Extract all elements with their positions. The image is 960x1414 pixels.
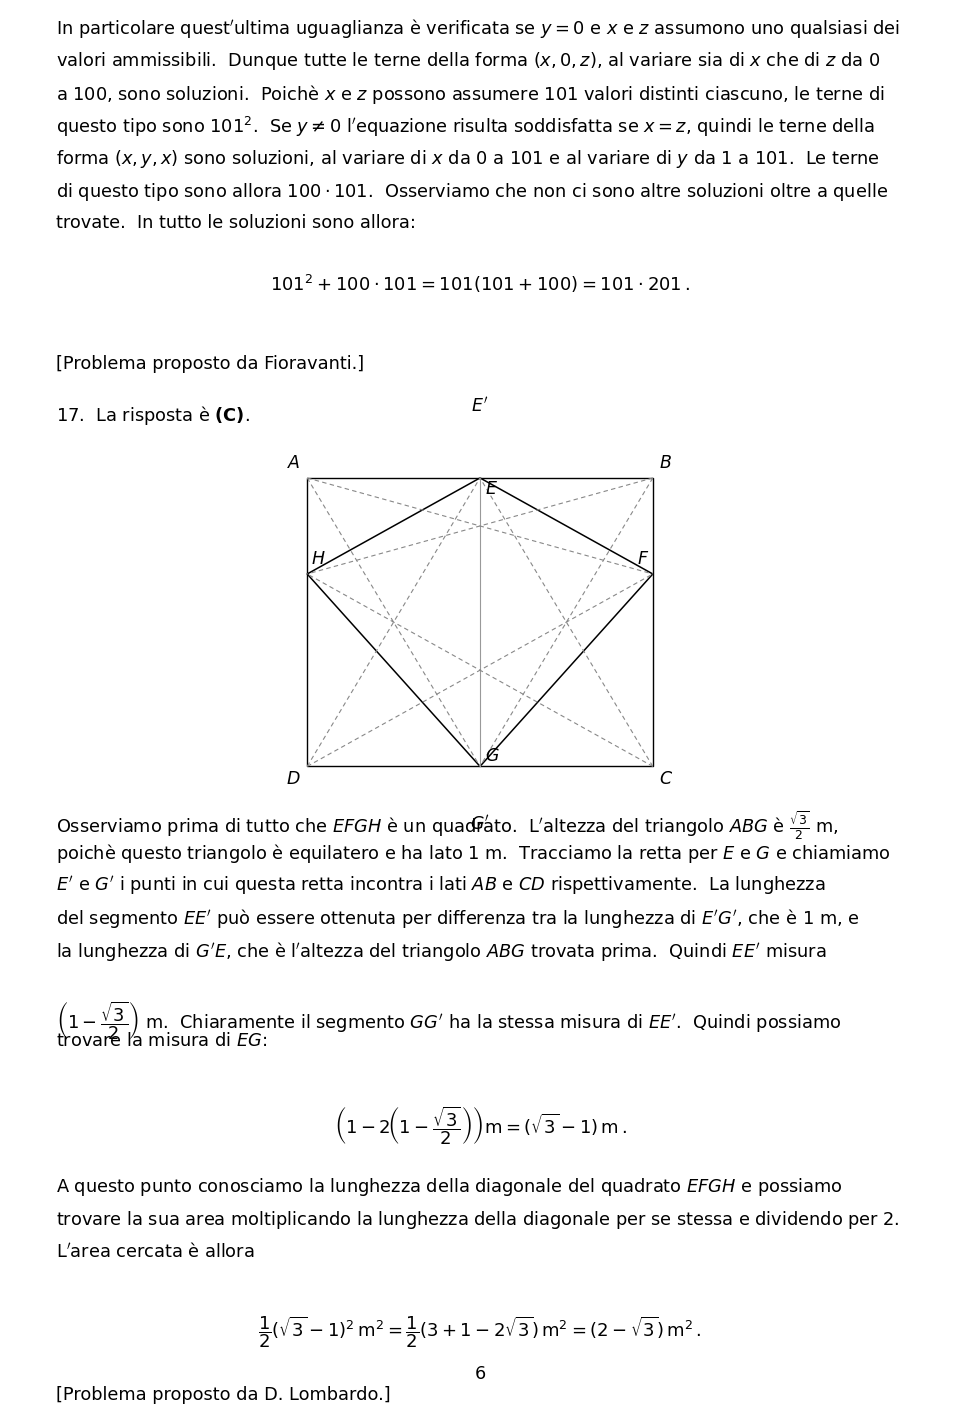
Text: $6$: $6$ [474,1365,486,1383]
Text: L$'$area cercata è allora: L$'$area cercata è allora [56,1241,254,1261]
Text: $E'$: $E'$ [471,397,489,416]
Text: In particolare quest$'$ultima uguaglianza è verificata se $y = 0$ e $x$ e $z$ as: In particolare quest$'$ultima uguaglianz… [56,17,900,40]
Text: trovate.  In tutto le soluzioni sono allora:: trovate. In tutto le soluzioni sono allo… [56,214,416,232]
Text: $H$: $H$ [311,550,325,568]
Text: di questo tipo sono allora $100 \cdot 101$.  Osserviamo che non ci sono altre so: di questo tipo sono allora $100 \cdot 10… [56,181,888,204]
Text: $F$: $F$ [636,550,649,568]
Text: $E$: $E$ [485,479,498,498]
Text: [Problema proposto da D. Lombardo.]: [Problema proposto da D. Lombardo.] [56,1386,391,1404]
Text: trovare la sua area moltiplicando la lunghezza della diagonale per se stessa e d: trovare la sua area moltiplicando la lun… [56,1209,900,1232]
Text: $\dfrac{1}{2}(\sqrt{3}-1)^2\,\mathrm{m}^2 = \dfrac{1}{2}(3 + 1 - 2\sqrt{3})\,\ma: $\dfrac{1}{2}(\sqrt{3}-1)^2\,\mathrm{m}^… [258,1314,702,1349]
Text: $D$: $D$ [286,771,301,788]
Text: poichè questo triangolo è equilatero e ha lato $1$ m.  Tracciamo la retta per $E: poichè questo triangolo è equilatero e h… [56,841,891,864]
Text: [Problema proposto da Fioravanti.]: [Problema proposto da Fioravanti.] [56,355,364,373]
Text: $E'$ e $G'$ i punti in cui questa retta incontra i lati $AB$ e $CD$ rispettivame: $E'$ e $G'$ i punti in cui questa retta … [56,874,826,898]
Text: $G'$: $G'$ [470,814,490,833]
Text: $G$: $G$ [485,747,499,765]
Text: forma $(x, y, x)$ sono soluzioni, al variare di $x$ da $0$ a $101$ e al variare : forma $(x, y, x)$ sono soluzioni, al var… [56,148,879,170]
Text: 17.  La risposta è $\bf{(C)}$.: 17. La risposta è $\bf{(C)}$. [56,404,250,427]
Text: A questo punto conosciamo la lunghezza della diagonale del quadrato $EFGH$ e pos: A questo punto conosciamo la lunghezza d… [56,1176,843,1198]
Text: $C$: $C$ [659,771,673,788]
Text: Osserviamo prima di tutto che $EFGH$ è un quadrato.  L$'$altezza del triangolo $: Osserviamo prima di tutto che $EFGH$ è u… [56,809,838,841]
Text: del segmento $EE'$ può essere ottenuta per differenza tra la lunghezza di $E'G'$: del segmento $EE'$ può essere ottenuta p… [56,908,859,930]
Text: a $100$, sono soluzioni.  Poichè $x$ e $z$ possono assumere $101$ valori distint: a $100$, sono soluzioni. Poichè $x$ e $z… [56,82,884,106]
Text: la lunghezza di $G'E$, che è l$'$altezza del triangolo $ABG$ trovata prima.  Qui: la lunghezza di $G'E$, che è l$'$altezza… [56,940,827,963]
Text: $B$: $B$ [659,454,672,472]
Text: valori ammissibili.  Dunque tutte le terne della forma $(x, 0, z)$, al variare s: valori ammissibili. Dunque tutte le tern… [56,49,880,72]
Text: questo tipo sono $101^2$.  Se $y \neq 0$ l$'$equazione risulta soddisfatta se $x: questo tipo sono $101^2$. Se $y \neq 0$ … [56,116,875,140]
Text: trovare la misura di $EG$:: trovare la misura di $EG$: [56,1032,267,1049]
Text: $\left(1 - \dfrac{\sqrt{3}}{2}\right)$ m.  Chiaramente il segmento $GG'$ ha la s: $\left(1 - \dfrac{\sqrt{3}}{2}\right)$ m… [56,1000,841,1042]
Text: $\left(1 - 2\!\left(1 - \dfrac{\sqrt{3}}{2}\right)\right)\mathrm{m} = (\sqrt{3} : $\left(1 - 2\!\left(1 - \dfrac{\sqrt{3}}… [334,1104,626,1147]
Text: $101^2 + 100 \cdot 101 = 101(101 + 100) = 101 \cdot 201\,.$: $101^2 + 100 \cdot 101 = 101(101 + 100) … [270,273,690,296]
Text: $A$: $A$ [287,454,301,472]
